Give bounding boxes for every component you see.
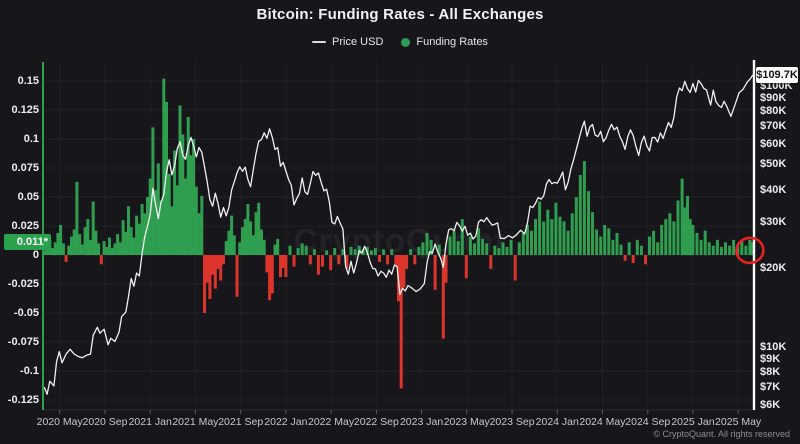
legend-item-price[interactable]: Price USD — [312, 36, 383, 48]
legend-label-funding: Funding Rates — [416, 36, 488, 48]
annotation-circle — [735, 236, 765, 265]
current-funding-rate-badge: 0.011* — [4, 234, 51, 251]
current-price-badge: $109.7K — [756, 67, 798, 84]
legend-item-funding[interactable]: Funding Rates — [401, 36, 488, 48]
funding-dot-swatch-icon — [401, 37, 411, 47]
legend: Price USD Funding Rates — [0, 36, 800, 48]
price-line — [43, 74, 754, 395]
funding-rates-bars — [42, 78, 755, 389]
copyright-text: © CryptoQuant. All rights reserved — [653, 429, 790, 439]
price-line-swatch-icon — [312, 41, 327, 43]
page-title: Bitcoin: Funding Rates - All Exchanges — [256, 6, 544, 23]
legend-label-price: Price USD — [332, 36, 384, 48]
